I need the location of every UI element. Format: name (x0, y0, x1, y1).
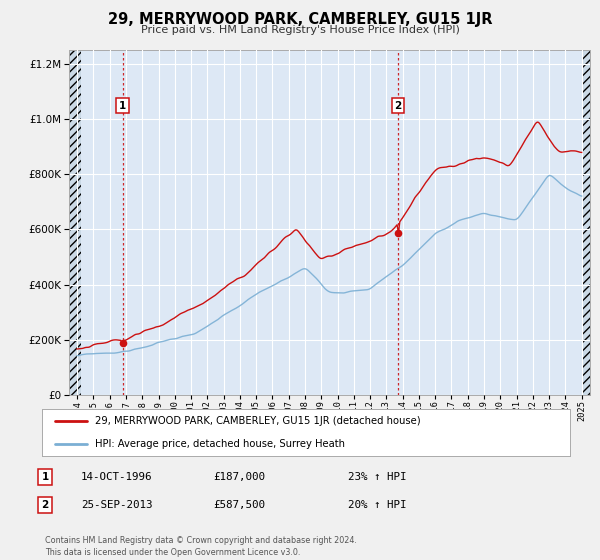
Text: 14-OCT-1996: 14-OCT-1996 (81, 472, 152, 482)
Text: £587,500: £587,500 (213, 500, 265, 510)
Text: 1: 1 (41, 472, 49, 482)
Text: 2: 2 (41, 500, 49, 510)
Text: 1: 1 (119, 100, 126, 110)
Text: Contains HM Land Registry data © Crown copyright and database right 2024.
This d: Contains HM Land Registry data © Crown c… (45, 536, 357, 557)
Text: 20% ↑ HPI: 20% ↑ HPI (348, 500, 407, 510)
Text: 29, MERRYWOOD PARK, CAMBERLEY, GU15 1JR: 29, MERRYWOOD PARK, CAMBERLEY, GU15 1JR (108, 12, 492, 27)
Text: 29, MERRYWOOD PARK, CAMBERLEY, GU15 1JR (detached house): 29, MERRYWOOD PARK, CAMBERLEY, GU15 1JR … (95, 416, 421, 426)
Text: 25-SEP-2013: 25-SEP-2013 (81, 500, 152, 510)
Text: 23% ↑ HPI: 23% ↑ HPI (348, 472, 407, 482)
Bar (69, 50, 77, 395)
Text: HPI: Average price, detached house, Surrey Heath: HPI: Average price, detached house, Surr… (95, 439, 345, 449)
Text: Price paid vs. HM Land Registry's House Price Index (HPI): Price paid vs. HM Land Registry's House … (140, 25, 460, 35)
Text: 2: 2 (395, 100, 402, 110)
Text: £187,000: £187,000 (213, 472, 265, 482)
